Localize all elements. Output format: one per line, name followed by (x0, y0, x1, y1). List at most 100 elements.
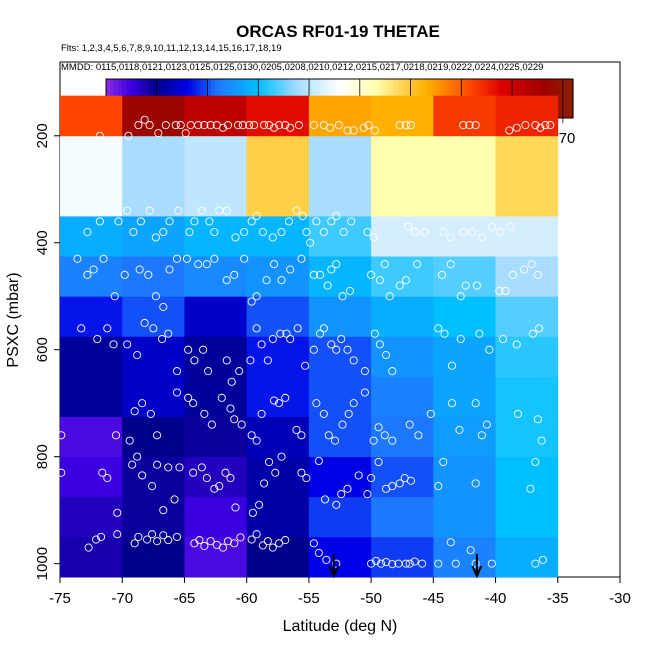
x-tick-label: -75 (49, 590, 71, 607)
heatmap-cell (308, 416, 372, 458)
observation-point (143, 535, 152, 544)
observation-point (277, 276, 286, 285)
heatmap-cell (246, 296, 310, 337)
observation-point (271, 468, 280, 477)
heatmap-cell (246, 536, 310, 578)
heatmap-cell (122, 95, 185, 137)
heatmap-cell (60, 376, 123, 417)
observation-point (374, 423, 383, 432)
observation-point (395, 121, 404, 130)
y-tick-label: 800 (34, 444, 51, 469)
observation-point (531, 121, 540, 130)
observation-point (375, 340, 384, 349)
observation-point (77, 324, 86, 333)
observation-point (235, 367, 244, 376)
observation-point (231, 503, 240, 512)
observation-point (123, 340, 132, 349)
observation-point (133, 452, 142, 461)
observation-point (190, 356, 199, 365)
observation-point (138, 399, 147, 408)
observation-point (293, 324, 302, 333)
observation-point (159, 302, 168, 311)
observation-point (200, 409, 209, 418)
observation-point (222, 356, 231, 365)
observation-point (381, 351, 391, 360)
observation-point (182, 254, 191, 263)
observation-point (314, 456, 323, 466)
observation-point (226, 474, 235, 483)
observation-point (395, 281, 404, 290)
x-axis: -75 -70 -65 -60 -55 -50 -45 -40 -35 -30 (49, 577, 631, 607)
observation-point (465, 121, 474, 130)
observation-point (164, 536, 173, 545)
observation-point (172, 254, 182, 263)
sounding-arrow-head (471, 565, 483, 579)
heatmap-cell (60, 336, 123, 377)
heatmap-cell (122, 256, 185, 297)
observation-point (136, 217, 145, 226)
observation-point (467, 228, 476, 237)
heatmap-cell (60, 95, 123, 137)
heatmap-cell (246, 135, 310, 177)
observation-point (204, 367, 213, 376)
observation-point (286, 123, 295, 132)
observation-point (312, 217, 321, 226)
heatmap-cell (60, 256, 123, 297)
observation-point (538, 555, 547, 564)
observation-point (157, 334, 167, 344)
observation-point (248, 508, 257, 517)
observation-point (334, 121, 343, 130)
heatmap-cell (433, 336, 496, 377)
observation-point (434, 482, 443, 491)
observation-point (301, 361, 310, 370)
observation-point (316, 329, 325, 338)
observation-point (477, 233, 486, 242)
heatmap-cell (60, 496, 123, 538)
observation-point (312, 399, 321, 408)
observation-point (471, 399, 480, 408)
observation-point (332, 345, 341, 354)
observation-point (222, 276, 231, 285)
heatmap-cell (433, 95, 496, 137)
heatmap-cell (122, 296, 185, 337)
observation-point (250, 121, 259, 130)
observation-point (268, 543, 277, 552)
observation-point (95, 217, 104, 226)
observation-point (359, 123, 368, 132)
heatmap-cell (371, 175, 434, 217)
observation-point (159, 228, 168, 237)
observation-point (319, 324, 328, 333)
observation-point (128, 460, 137, 469)
heatmap-cell (371, 496, 434, 538)
observation-point (284, 217, 294, 226)
observation-point (130, 407, 139, 416)
observation-point (210, 228, 219, 237)
observation-point (274, 539, 284, 548)
observation-point (230, 539, 239, 548)
observation-point (138, 471, 147, 480)
observation-point (360, 388, 369, 397)
observation-point (281, 393, 290, 402)
observation-point (245, 121, 254, 130)
observation-point (258, 228, 267, 237)
observation-point (197, 206, 206, 215)
observation-point (222, 206, 231, 215)
heatmap-cell (433, 416, 496, 458)
heatmap-cell (122, 135, 185, 177)
observation-point (512, 340, 521, 349)
observation-point (93, 334, 102, 344)
observation-point (439, 228, 448, 237)
observation-point (456, 292, 465, 301)
heatmap-cell (122, 376, 185, 417)
observation-point (546, 121, 555, 130)
observation-point (247, 217, 256, 226)
observation-point (332, 211, 341, 221)
observation-point (252, 324, 261, 333)
observation-point (455, 425, 464, 434)
heatmap-cell (246, 216, 310, 257)
observation-point (83, 228, 92, 237)
x-tick-label: -70 (111, 590, 133, 607)
observation-point (57, 431, 66, 440)
observation-point (369, 436, 378, 445)
observation-point (388, 560, 397, 569)
